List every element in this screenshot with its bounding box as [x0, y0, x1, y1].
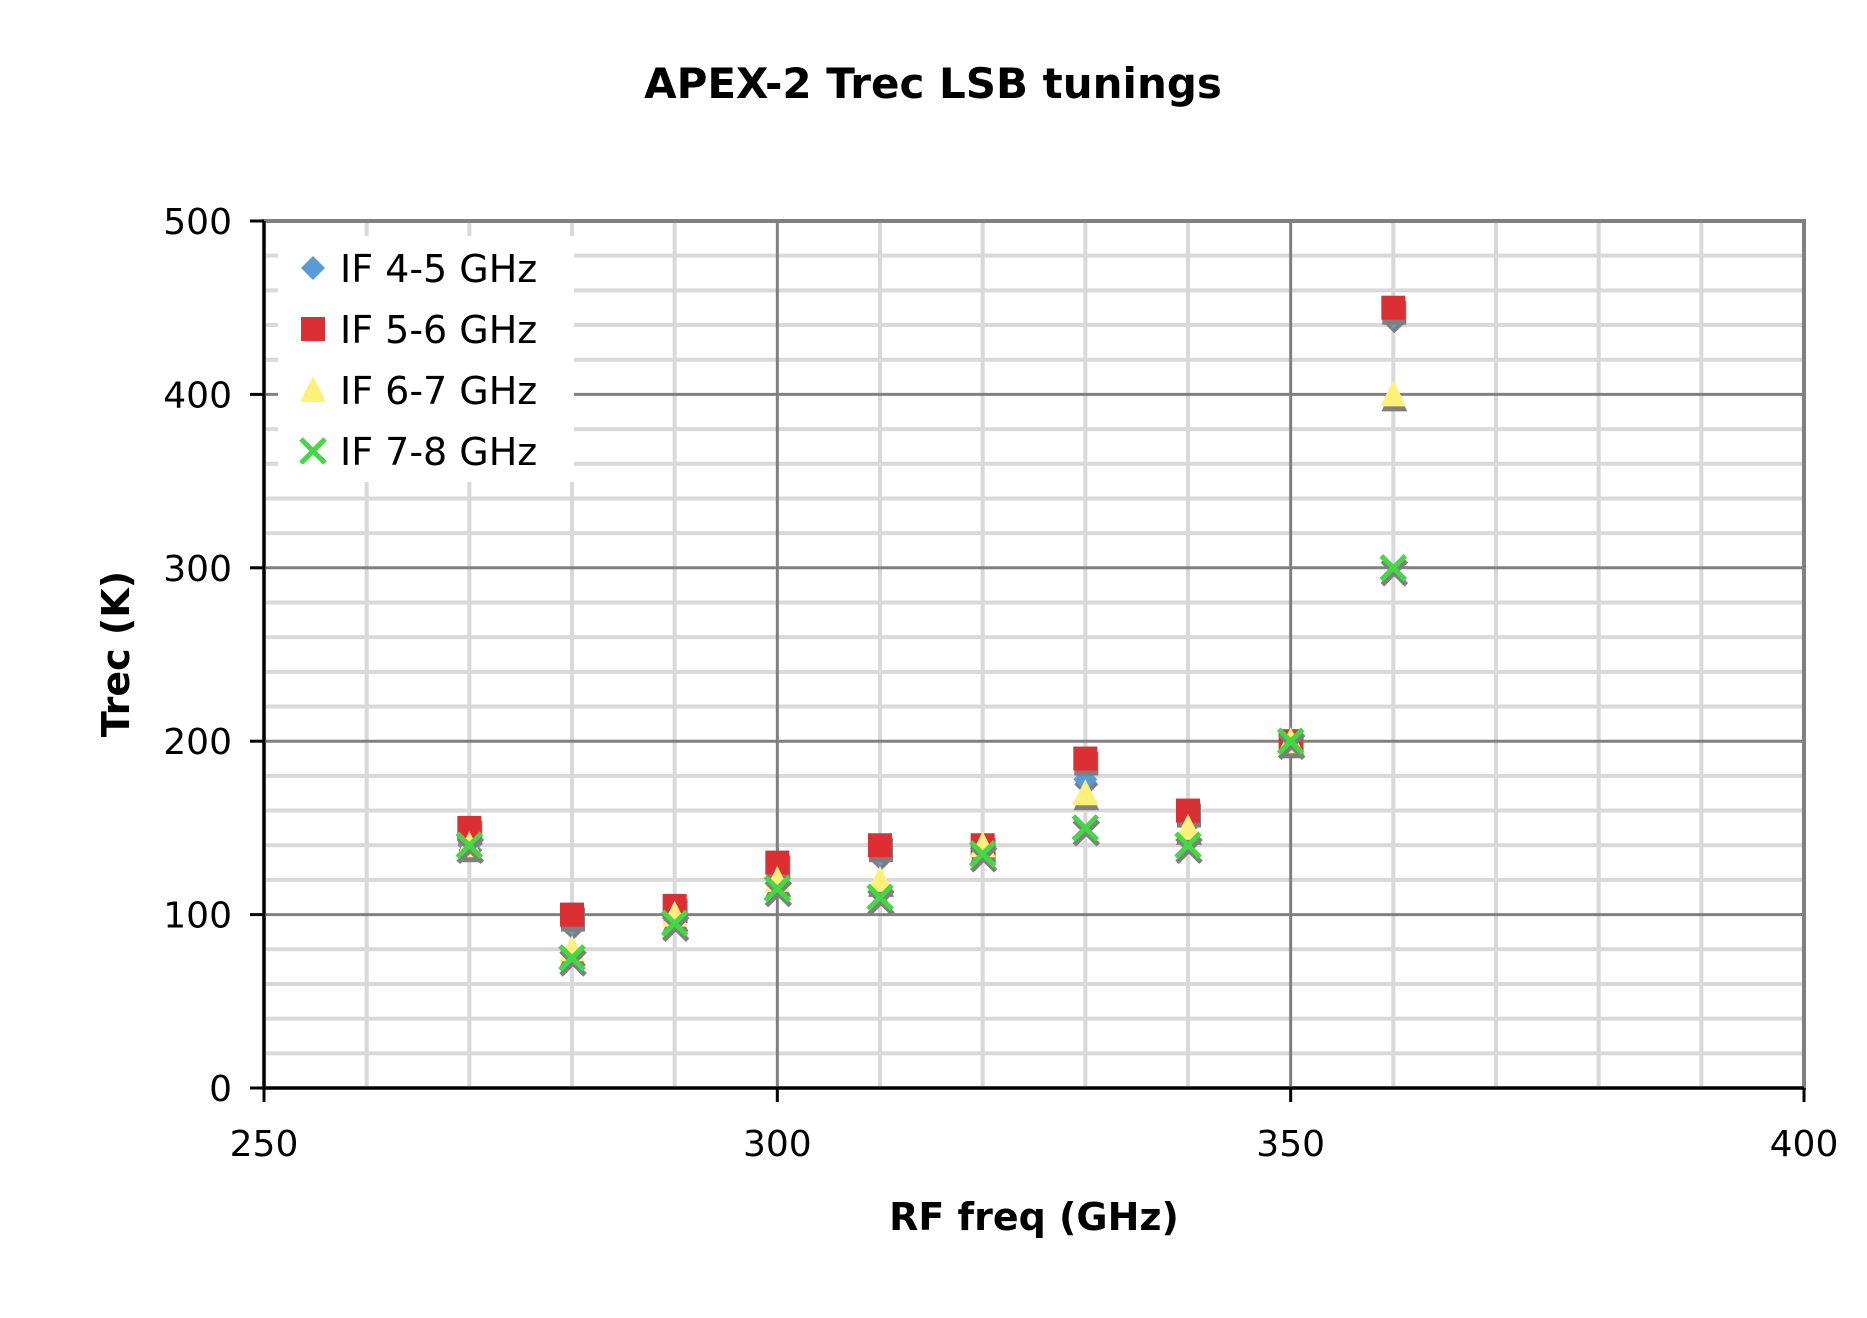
data-point-shadow — [867, 888, 895, 917]
data-point — [1073, 746, 1098, 771]
data-point — [455, 831, 484, 860]
y-tick-label: 100 — [163, 896, 232, 937]
tick-labels: 0 100 200 300 400 500 250 300 350 400 — [163, 202, 1838, 1165]
legend-marker — [300, 376, 326, 402]
data-point — [1379, 554, 1408, 582]
y-axis-label: Trec (K) — [94, 571, 138, 737]
legend-entry: IF 7-8 GHz — [340, 430, 537, 474]
data-point-shadow — [559, 949, 587, 977]
data-point-shadow — [1277, 732, 1306, 760]
data-point — [1174, 831, 1202, 860]
data-point — [763, 874, 792, 903]
y-tick-label: 300 — [163, 549, 232, 590]
data-point — [867, 865, 893, 892]
data-point — [968, 840, 997, 868]
legend-entry: IF 6-7 GHz — [340, 369, 537, 413]
x-tick-label: 400 — [1770, 1124, 1839, 1165]
data-point — [558, 944, 586, 972]
y-tick-label: 400 — [163, 375, 232, 416]
x-tick-label: 300 — [743, 1124, 812, 1165]
legend-entry: IF 4-5 GHz — [340, 247, 537, 291]
plot-area: 0 100 200 300 400 500 250 300 350 400 — [163, 202, 1838, 1165]
data-point-shadow — [1175, 836, 1203, 865]
legend-box — [278, 236, 574, 482]
data-point — [868, 833, 892, 858]
legend-entry: IF 5-6 GHz — [340, 308, 537, 352]
data-point-shadow — [969, 845, 998, 873]
x-tick-label: 350 — [1256, 1124, 1325, 1165]
y-tick-label: 500 — [163, 202, 232, 243]
data-point — [560, 902, 584, 927]
x-axis-label: RF freq (GHz) — [889, 1195, 1179, 1239]
legend: IF 4-5 GHz IF 5-6 GHz IF 6-7 GHz IF 7-8 GHz — [278, 236, 574, 482]
chart-title: APEX-2 Trec LSB tunings — [644, 59, 1222, 108]
data-point — [1380, 380, 1407, 407]
axes — [250, 219, 1806, 1102]
legend-marker — [301, 256, 325, 280]
y-tick-label: 0 — [209, 1069, 232, 1110]
legend-marker — [299, 437, 327, 465]
legend-marker — [301, 317, 325, 341]
data-point-shadow — [456, 836, 485, 865]
data-point-shadow — [764, 879, 793, 908]
data-point — [866, 883, 894, 912]
grid-minor — [264, 221, 1804, 1088]
data-point — [1072, 779, 1099, 806]
y-tick-label: 200 — [163, 722, 232, 763]
data-point — [1276, 727, 1305, 755]
data-point-shadow — [1380, 559, 1409, 587]
data-point — [1381, 295, 1406, 320]
data-point — [1071, 814, 1100, 842]
data-point — [660, 909, 689, 938]
x-tick-label: 250 — [230, 1124, 299, 1165]
data-points — [455, 295, 1409, 977]
data-point-shadow — [661, 914, 690, 943]
data-point — [1175, 813, 1201, 840]
data-point-shadow — [1072, 819, 1101, 847]
